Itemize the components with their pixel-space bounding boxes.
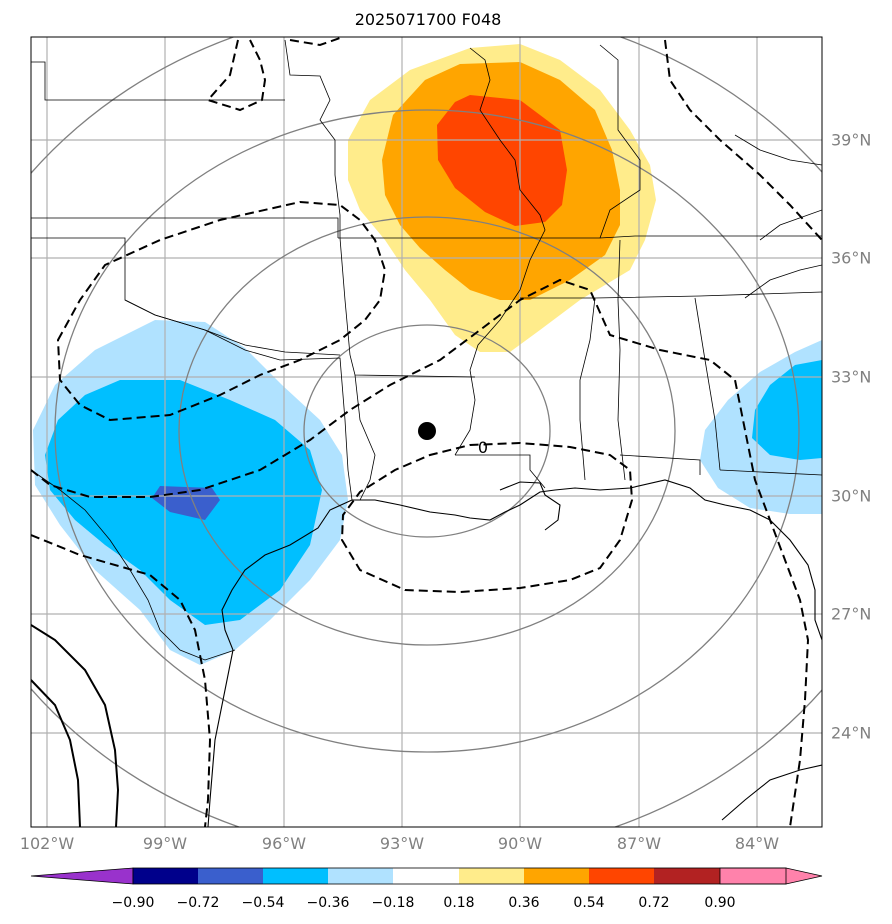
- lon-label-96w: 96°W: [261, 834, 307, 853]
- colorbar-extend-high: [719, 867, 823, 885]
- lat-label-36n: 36°N: [831, 248, 872, 268]
- anomaly-fill-deep-sky-blue-east: [752, 360, 822, 460]
- colorbar-bin: [524, 868, 589, 884]
- lon-label-90w: 90°W: [497, 834, 543, 853]
- colorbar-bin: [263, 868, 328, 884]
- colorbar-bin: [459, 868, 524, 884]
- colorbar-tick: 0.18: [443, 895, 475, 911]
- lon-label-99w: 99°W: [142, 834, 188, 853]
- colorbar-tick: 0.72: [638, 895, 670, 911]
- map-title: 2025071700 F048: [354, 10, 502, 29]
- colorbar-tick: −0.72: [176, 895, 220, 911]
- graticule: [31, 37, 822, 827]
- colorbar-tick: −0.90: [111, 895, 155, 911]
- colorbar-outline: [132, 867, 787, 885]
- colorbar-tick: 0.36: [508, 895, 540, 911]
- contour-label: 0: [478, 438, 488, 457]
- center-point-marker: [418, 422, 436, 440]
- lat-label-27n: 27°N: [831, 604, 872, 624]
- dashed-contours: [31, 37, 822, 827]
- lat-label-24n: 24°N: [831, 723, 872, 743]
- solid-contours: [31, 624, 120, 827]
- colorbar-bin: [654, 868, 720, 884]
- colorbar-bin: [198, 868, 263, 884]
- colorbar-bin: [328, 868, 393, 884]
- colorbar-tick: 0.54: [573, 895, 605, 911]
- colorbar-bin: [133, 868, 198, 884]
- lat-label-39n: 39°N: [831, 130, 872, 150]
- lat-label-33n: 33°N: [831, 367, 872, 387]
- map-frame: [30, 36, 823, 828]
- distance-rings: [31, 37, 822, 827]
- lat-label-30n: 30°N: [831, 486, 872, 506]
- lon-label-102w: 102°W: [19, 834, 75, 853]
- lon-label-84w: 84°W: [734, 834, 780, 853]
- colorbar: [30, 867, 823, 885]
- anomaly-fill-red-orange: [437, 95, 567, 226]
- colorbar-bin: [589, 868, 654, 884]
- lon-label-87w: 87°W: [616, 834, 662, 853]
- colorbar-tick: −0.54: [241, 895, 285, 911]
- colorbar-tick: −0.18: [371, 895, 415, 911]
- colorbar-extend-low: [30, 867, 134, 885]
- colorbar-bin: [393, 868, 459, 884]
- colorbar-tick: 0.90: [704, 895, 736, 911]
- lon-label-93w: 93°W: [379, 834, 425, 853]
- colorbar-tick: −0.36: [306, 895, 350, 911]
